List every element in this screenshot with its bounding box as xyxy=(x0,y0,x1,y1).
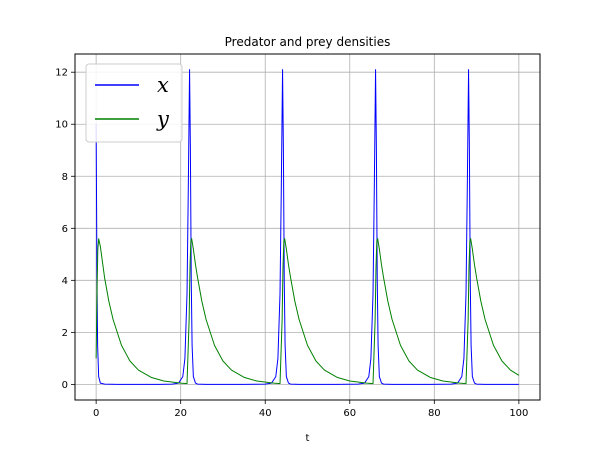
legend-label-x: x xyxy=(157,73,169,97)
legend-label-y: y xyxy=(156,107,170,131)
x-tick-label: 60 xyxy=(343,408,356,419)
x-tick-label: 0 xyxy=(93,408,99,419)
plot-frame xyxy=(74,53,541,401)
chart-title: Predator and prey densities xyxy=(225,35,391,49)
x-axis-label: t xyxy=(306,433,310,444)
series-layer xyxy=(95,69,520,385)
ticks: 0 20 40 60 80 100 0 2 4 6 8 10 12 xyxy=(55,68,528,419)
x-tick-label: 40 xyxy=(259,408,272,419)
y-tick-label: 6 xyxy=(62,224,68,235)
x-tick-label: 80 xyxy=(428,408,441,419)
series-line-y xyxy=(95,238,520,385)
y-tick-label: 2 xyxy=(62,328,68,339)
y-tick-label: 8 xyxy=(62,172,68,183)
grid xyxy=(75,54,540,400)
series-line-x xyxy=(95,69,519,385)
y-tick-label: 0 xyxy=(62,380,68,391)
legend: x y xyxy=(85,63,183,143)
y-tick-label: 4 xyxy=(62,276,68,287)
y-tick-label: 12 xyxy=(55,68,68,79)
x-tick-label: 20 xyxy=(174,408,187,419)
legend-frame xyxy=(85,63,183,143)
y-tick-label: 10 xyxy=(55,120,68,131)
x-tick-label: 100 xyxy=(509,408,528,419)
